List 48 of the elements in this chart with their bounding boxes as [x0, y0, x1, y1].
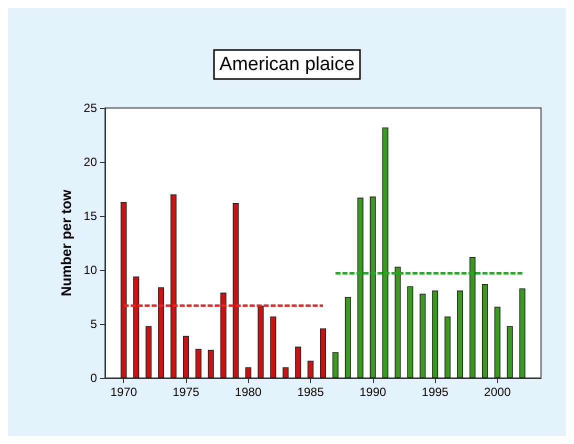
y-tick-label: 15: [84, 209, 98, 223]
y-tick-label: 25: [84, 101, 98, 115]
y-tick-label: 20: [84, 155, 98, 169]
x-tick-label: 2000: [484, 385, 512, 399]
bar: [382, 127, 388, 378]
bar: [407, 286, 414, 378]
x-tick-label: 1995: [422, 385, 449, 399]
bar: [308, 360, 314, 378]
bar: [182, 336, 189, 378]
bar: [220, 292, 226, 378]
bar: [146, 326, 152, 378]
bar: [482, 284, 488, 378]
bar: [432, 290, 438, 378]
bar: [232, 203, 239, 378]
x-tick-label: 1985: [297, 385, 324, 399]
bar: [494, 306, 500, 378]
y-tick-label: 10: [84, 263, 98, 277]
bar: [519, 288, 526, 378]
bar: [158, 287, 164, 378]
bar: [270, 316, 276, 378]
bar: [208, 350, 214, 378]
bar: [469, 257, 476, 378]
chart-title: American plaice: [219, 54, 355, 75]
bar: [133, 276, 140, 378]
y-tick-label: 5: [90, 317, 98, 331]
bar: [420, 294, 426, 378]
bar: [457, 290, 464, 378]
y-axis-title: Number per tow: [58, 190, 74, 296]
bar: [320, 328, 326, 378]
x-tick-label: 1970: [110, 385, 138, 399]
bar: [295, 346, 302, 378]
bar: [506, 326, 513, 378]
bar: [282, 367, 289, 378]
y-tick-label: 0: [90, 371, 98, 385]
bar: [344, 297, 351, 378]
bar: [195, 348, 202, 378]
x-tick-label: 1975: [172, 385, 200, 399]
bar: [170, 194, 177, 378]
x-tick-label: 1980: [234, 385, 262, 399]
x-tick-label: 1990: [359, 385, 386, 399]
bar: [357, 198, 364, 378]
bar: [245, 367, 252, 378]
bar: [332, 352, 338, 378]
bar: [258, 306, 264, 378]
bar: [394, 266, 401, 378]
bar: [444, 316, 451, 378]
bar: [120, 202, 127, 378]
bar: [370, 196, 376, 378]
